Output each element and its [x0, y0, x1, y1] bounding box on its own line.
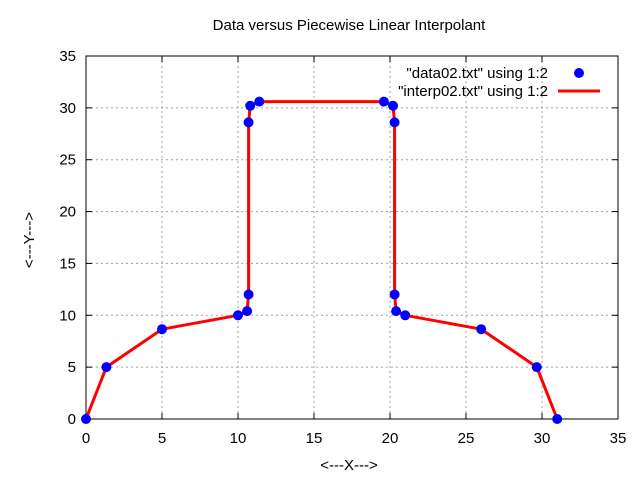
y-tick-label: 30 [59, 100, 76, 117]
data-point [243, 289, 254, 300]
y-tick-label: 35 [59, 48, 76, 65]
data-point [391, 306, 402, 317]
data-point [245, 100, 256, 111]
y-tick-label: 20 [59, 204, 76, 221]
data-point [157, 324, 167, 335]
grid [86, 56, 618, 419]
x-tick-label: 20 [382, 430, 399, 447]
x-tick-label: 35 [610, 430, 627, 447]
plot-frame [85, 55, 619, 420]
x-tick-label: 10 [230, 430, 247, 447]
data-point [389, 289, 400, 300]
y-tick-label: 25 [59, 152, 76, 169]
x-tick-label: 30 [534, 430, 551, 447]
data-point [378, 96, 389, 107]
legend-label: "data02.txt" using 1:2 [406, 65, 548, 82]
legend: "data02.txt" using 1:2"interp02.txt" usi… [398, 65, 600, 100]
data-point [101, 362, 112, 373]
y-tick-label: 10 [59, 307, 76, 324]
data-point [254, 96, 265, 107]
data-point [81, 414, 91, 424]
x-tick-label: 25 [458, 430, 475, 447]
y-tick-label: 5 [68, 359, 76, 376]
x-axis-label: <---X---> [320, 457, 378, 474]
legend-swatch-point [574, 68, 584, 78]
y-tick-label: 0 [68, 411, 76, 428]
data-point [388, 100, 398, 111]
interpolant-line [84, 100, 559, 420]
chart-title: Data versus Piecewise Linear Interpolant [213, 17, 486, 34]
data-point [243, 117, 254, 128]
data-point [389, 117, 400, 128]
series [81, 96, 563, 424]
data-point [552, 414, 563, 424]
data-point [400, 310, 411, 321]
data-point [476, 324, 487, 335]
data-point [233, 310, 243, 321]
y-axis-ticks: 0 5 10 15 20 25 30 35 [59, 48, 618, 428]
x-tick-label: 5 [158, 430, 166, 447]
data-point [242, 306, 253, 317]
x-tick-label: 15 [306, 430, 323, 447]
x-axis-ticks: 0 5 10 15 20 25 30 35 [82, 56, 627, 447]
axes [85, 55, 619, 420]
y-tick-label: 15 [59, 255, 76, 272]
data-point [531, 362, 542, 373]
x-tick-label: 0 [82, 430, 90, 447]
legend-label: "interp02.txt" using 1:2 [398, 83, 548, 100]
y-axis-label: <---Y---> [21, 212, 38, 268]
